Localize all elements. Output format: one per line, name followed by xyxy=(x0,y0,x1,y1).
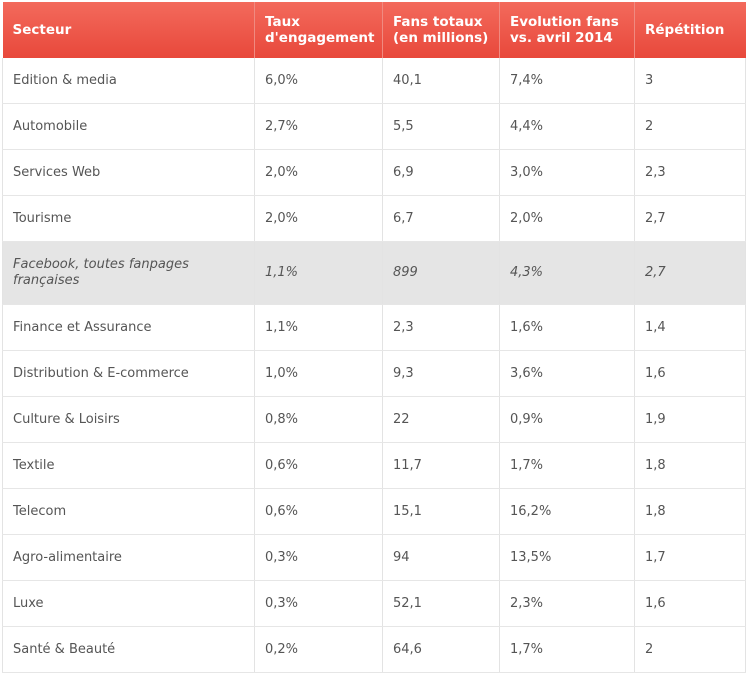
evolution-cell: 13,5% xyxy=(499,534,635,581)
fans-cell: 64,6 xyxy=(382,626,500,673)
taux-cell: 0,6% xyxy=(254,442,383,489)
secteur-cell: Distribution & E-commerce xyxy=(2,350,255,397)
fans-cell: 9,3 xyxy=(382,350,500,397)
taux-cell: 6,0% xyxy=(254,58,383,104)
taux-cell: 2,0% xyxy=(254,195,383,242)
repetition-cell: 2,3 xyxy=(634,149,746,196)
taux-cell: 1,1% xyxy=(254,304,383,351)
table-row: Services Web 2,0% 6,9 3,0% 2,3 xyxy=(2,149,746,196)
table-row: Telecom 0,6% 15,1 16,2% 1,8 xyxy=(2,488,746,535)
secteur-cell: Textile xyxy=(2,442,255,489)
evolution-cell: 1,6% xyxy=(499,304,635,351)
fans-cell: 40,1 xyxy=(382,58,500,104)
evolution-cell: 16,2% xyxy=(499,488,635,535)
header-row: Secteur Taux d'engagement Fans totaux (e… xyxy=(2,2,746,58)
table-row: Distribution & E-commerce 1,0% 9,3 3,6% 1,6 xyxy=(2,350,746,397)
fans-cell: 2,3 xyxy=(382,304,500,351)
table-row: Santé & Beauté 0,2% 64,6 1,7% 2 xyxy=(2,626,746,673)
evolution-cell: 7,4% xyxy=(499,58,635,104)
fans-cell: 94 xyxy=(382,534,500,581)
repetition-cell: 1,7 xyxy=(634,534,746,581)
column-header-evolution: Evolution fans vs. avril 2014 xyxy=(499,2,635,58)
taux-cell: 0,3% xyxy=(254,580,383,627)
taux-cell: 2,7% xyxy=(254,103,383,150)
repetition-cell: 2,7 xyxy=(634,195,746,242)
taux-cell: 0,6% xyxy=(254,488,383,535)
repetition-cell: 2 xyxy=(634,103,746,150)
secteur-cell: Facebook, toutes fanpages françaises xyxy=(2,241,255,305)
table-row: Edition & media 6,0% 40,1 7,4% 3 xyxy=(2,58,746,104)
evolution-cell: 2,0% xyxy=(499,195,635,242)
taux-cell: 1,1% xyxy=(254,241,383,305)
column-header-fans: Fans totaux (en millions) xyxy=(382,2,500,58)
secteur-cell: Edition & media xyxy=(2,58,255,104)
taux-cell: 0,8% xyxy=(254,396,383,443)
table-row: Luxe 0,3% 52,1 2,3% 1,6 xyxy=(2,580,746,627)
repetition-cell: 1,8 xyxy=(634,488,746,535)
column-header-secteur: Secteur xyxy=(2,2,255,58)
fans-cell: 15,1 xyxy=(382,488,500,535)
secteur-cell: Finance et Assurance xyxy=(2,304,255,351)
table-row: Facebook, toutes fanpages françaises 1,1%… xyxy=(2,241,746,305)
repetition-cell: 1,6 xyxy=(634,350,746,397)
table-row: Textile 0,6% 11,7 1,7% 1,8 xyxy=(2,442,746,489)
evolution-cell: 4,3% xyxy=(499,241,635,305)
secteur-cell: Santé & Beauté xyxy=(2,626,255,673)
column-header-taux: Taux d'engagement xyxy=(254,2,383,58)
secteur-cell: Tourisme xyxy=(2,195,255,242)
column-header-repetition: Répétition xyxy=(645,22,725,38)
table-row: Tourisme 2,0% 6,7 2,0% 2,7 xyxy=(2,195,746,242)
taux-cell: 0,3% xyxy=(254,534,383,581)
table-row: Culture & Loisirs 0,8% 22 0,9% 1,9 xyxy=(2,396,746,443)
fans-cell: 52,1 xyxy=(382,580,500,627)
table-row: Finance et Assurance 1,1% 2,3 1,6% 1,4 xyxy=(2,304,746,351)
fans-cell: 11,7 xyxy=(382,442,500,489)
table-row: Automobile 2,7% 5,5 4,4% 2 xyxy=(2,103,746,150)
evolution-cell: 3,0% xyxy=(499,149,635,196)
fans-cell: 6,9 xyxy=(382,149,500,196)
evolution-cell: 4,4% xyxy=(499,103,635,150)
repetition-cell: 2,7 xyxy=(634,241,746,305)
repetition-cell: 1,6 xyxy=(634,580,746,627)
secteur-cell: Services Web xyxy=(2,149,255,196)
secteur-cell: Automobile xyxy=(2,103,255,150)
secteur-cell: Culture & Loisirs xyxy=(2,396,255,443)
evolution-cell: 3,6% xyxy=(499,350,635,397)
taux-cell: 1,0% xyxy=(254,350,383,397)
repetition-cell: 3 xyxy=(634,58,746,104)
fans-cell: 6,7 xyxy=(382,195,500,242)
fans-cell: 22 xyxy=(382,396,500,443)
taux-cell: 0,2% xyxy=(254,626,383,673)
table-body: Edition & media 6,0% 40,1 7,4% 3 Automobile 2,… xyxy=(2,58,746,673)
taux-cell: 2,0% xyxy=(254,149,383,196)
fans-cell: 5,5 xyxy=(382,103,500,150)
fans-cell: 899 xyxy=(382,241,500,305)
evolution-cell: 2,3% xyxy=(499,580,635,627)
evolution-cell: 1,7% xyxy=(499,442,635,489)
repetition-cell: 1,4 xyxy=(634,304,746,351)
secteur-cell: Luxe xyxy=(2,580,255,627)
evolution-cell: 1,7% xyxy=(499,626,635,673)
repetition-cell: 1,9 xyxy=(634,396,746,443)
evolution-cell: 0,9% xyxy=(499,396,635,443)
secteur-cell: Telecom xyxy=(2,488,255,535)
secteur-cell: Agro-alimentaire xyxy=(2,534,255,581)
repetition-cell: 2 xyxy=(634,626,746,673)
table-row: Agro-alimentaire 0,3% 94 13,5% 1,7 xyxy=(2,534,746,581)
repetition-cell: 1,8 xyxy=(634,442,746,489)
